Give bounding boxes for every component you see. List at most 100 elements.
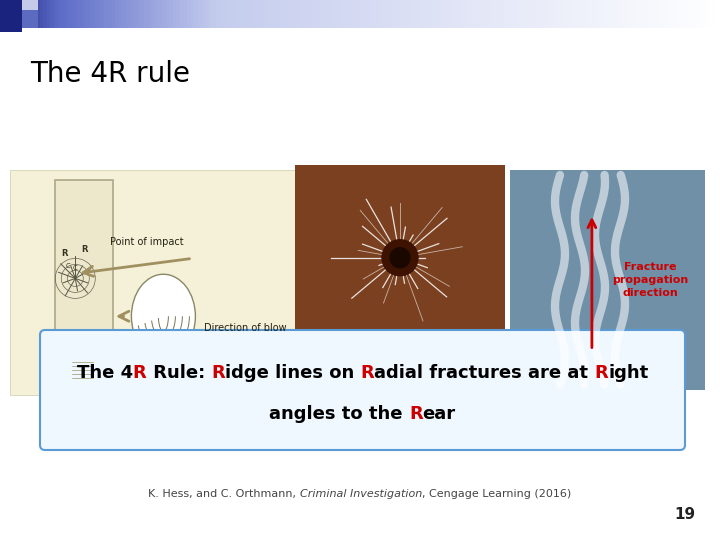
Bar [191, 0, 195, 28]
Text: Point of impact: Point of impact [110, 238, 184, 247]
Bar [482, 0, 487, 28]
Bar [104, 0, 109, 28]
Bar [385, 0, 390, 28]
Bar [320, 0, 325, 28]
Bar [464, 0, 469, 28]
Bar [25, 0, 30, 28]
Bar [198, 0, 202, 28]
Bar [587, 0, 591, 28]
Bar [184, 0, 188, 28]
Bar [497, 0, 501, 28]
Bar [227, 0, 231, 28]
Bar [133, 0, 138, 28]
Bar [288, 0, 292, 28]
Bar [230, 0, 235, 28]
Bar [510, 170, 705, 390]
Bar [130, 0, 134, 28]
Bar [554, 0, 559, 28]
Bar [486, 0, 490, 28]
Bar [709, 0, 714, 28]
Bar [698, 0, 703, 28]
Bar [688, 0, 692, 28]
Bar [335, 0, 339, 28]
Bar [252, 0, 256, 28]
Bar [292, 0, 296, 28]
Bar [277, 0, 282, 28]
Bar [652, 0, 656, 28]
Bar [212, 0, 217, 28]
Bar [155, 0, 159, 28]
Bar [11, 0, 15, 28]
Bar [371, 0, 375, 28]
Bar [108, 0, 112, 28]
Ellipse shape [131, 274, 195, 358]
Bar [508, 0, 512, 28]
Bar [493, 0, 498, 28]
Bar [281, 0, 285, 28]
Bar [569, 0, 573, 28]
Bar [331, 0, 336, 28]
Bar [284, 0, 289, 28]
Bar [14, 0, 19, 28]
Bar [263, 0, 267, 28]
Bar [32, 0, 37, 28]
Bar [0, 0, 4, 28]
Bar [504, 0, 508, 28]
Bar [353, 0, 357, 28]
Bar [169, 0, 174, 28]
Bar [511, 0, 516, 28]
Text: R: R [61, 249, 68, 259]
Bar [245, 0, 249, 28]
Bar [400, 0, 404, 28]
Circle shape [390, 248, 410, 268]
Bar [612, 0, 616, 28]
Bar [47, 0, 51, 28]
Bar [389, 0, 393, 28]
Bar [342, 0, 346, 28]
Bar [536, 0, 541, 28]
Bar [684, 0, 688, 28]
Bar [4, 0, 8, 28]
Bar [382, 0, 386, 28]
Bar [716, 0, 720, 28]
Bar [270, 0, 274, 28]
Text: The 4R rule: The 4R rule [30, 60, 190, 88]
Bar [180, 0, 184, 28]
Bar [540, 0, 544, 28]
Bar [65, 0, 69, 28]
Text: R: R [360, 364, 374, 382]
Text: R: R [81, 245, 88, 254]
Bar [7, 0, 12, 28]
Bar [644, 0, 649, 28]
Bar [220, 0, 224, 28]
Bar [187, 0, 192, 28]
Bar [580, 0, 584, 28]
Bar [209, 0, 213, 28]
Bar [662, 0, 667, 28]
Bar [619, 0, 624, 28]
Bar [626, 0, 631, 28]
Bar [310, 0, 314, 28]
Text: R: R [132, 364, 147, 382]
Bar [295, 0, 300, 28]
Bar [22, 10, 38, 28]
Bar [378, 0, 382, 28]
Bar [338, 0, 343, 28]
Bar [90, 0, 94, 28]
Bar [630, 0, 634, 28]
Bar [356, 0, 361, 28]
Bar [450, 0, 454, 28]
Bar [432, 0, 436, 28]
Bar [446, 0, 451, 28]
Bar [590, 0, 595, 28]
Bar [173, 0, 177, 28]
Bar [468, 0, 472, 28]
Bar [151, 0, 156, 28]
Bar [256, 0, 260, 28]
Bar [680, 0, 685, 28]
Bar [410, 0, 415, 28]
Bar [302, 0, 307, 28]
Bar [140, 0, 145, 28]
Text: 19: 19 [674, 507, 695, 522]
Bar [83, 0, 87, 28]
